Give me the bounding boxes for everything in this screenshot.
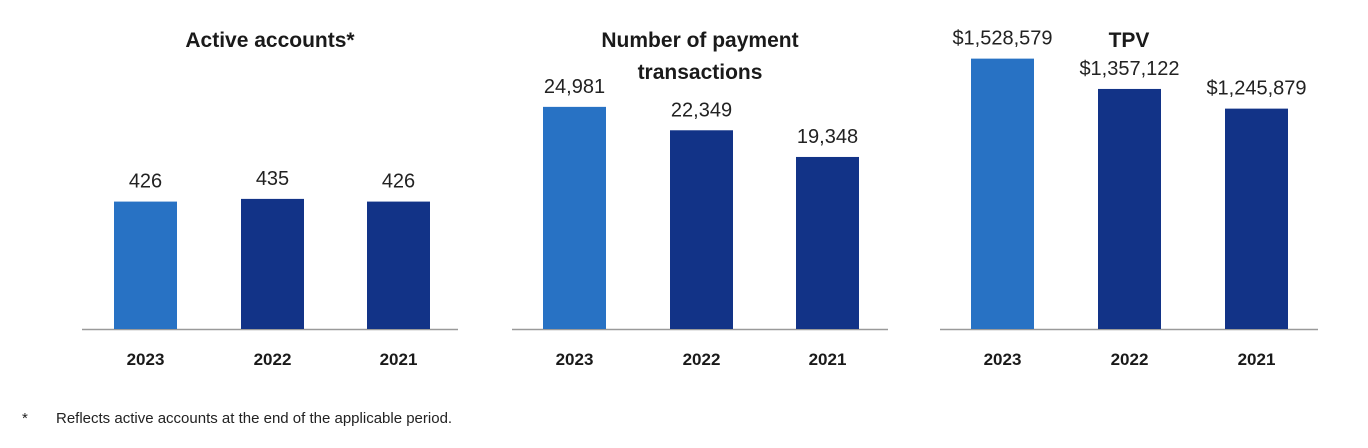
footnote: * Reflects active accounts at the end of … <box>22 410 452 427</box>
chart-title: Number of payment <box>601 29 798 52</box>
x-tick-label: 2023 <box>556 350 594 369</box>
bar-2023 <box>971 58 1034 330</box>
x-tick-label: 2022 <box>254 350 292 369</box>
x-tick-label: 2021 <box>1238 350 1276 369</box>
bar-2023 <box>114 201 177 329</box>
x-tick-label: 2021 <box>809 350 847 369</box>
chart-title: TPV <box>1109 29 1150 52</box>
footnote-marker: * <box>22 410 28 427</box>
data-label: 426 <box>382 171 415 193</box>
data-label: 22,349 <box>671 99 732 121</box>
footnote-text: Reflects active accounts at the end of t… <box>56 410 453 427</box>
bar-2022 <box>670 130 733 329</box>
bar-2021 <box>367 201 430 329</box>
data-label: 19,348 <box>797 126 858 148</box>
bar-2022 <box>241 198 304 329</box>
chart-title: Active accounts* <box>185 29 355 52</box>
data-label: 426 <box>129 171 162 193</box>
chart-3: TPV $1,528,579 2023 $1,357,122 2022 $1,245,87… <box>940 28 1318 369</box>
data-label: $1,357,122 <box>1079 58 1179 80</box>
x-tick-label: 2022 <box>683 350 721 369</box>
x-tick-label: 2022 <box>1111 350 1149 369</box>
data-label: 435 <box>256 168 289 190</box>
data-label: $1,245,879 <box>1206 78 1306 100</box>
chart-title: transactions <box>638 61 763 84</box>
x-tick-label: 2021 <box>380 350 418 369</box>
bar-2023 <box>543 106 606 330</box>
chart-1: Active accounts* 426 2023 435 2022 426 2021 <box>82 29 458 369</box>
x-tick-label: 2023 <box>127 350 165 369</box>
bar-2022 <box>1098 88 1161 330</box>
bar-2021 <box>1225 108 1288 330</box>
x-tick-label: 2023 <box>984 350 1022 369</box>
data-label: $1,528,579 <box>952 28 1052 50</box>
bar-2021 <box>796 156 859 329</box>
data-label: 24,981 <box>544 76 605 98</box>
chart-2: Number of payment transactions 24,981 2023 2… <box>512 29 888 369</box>
